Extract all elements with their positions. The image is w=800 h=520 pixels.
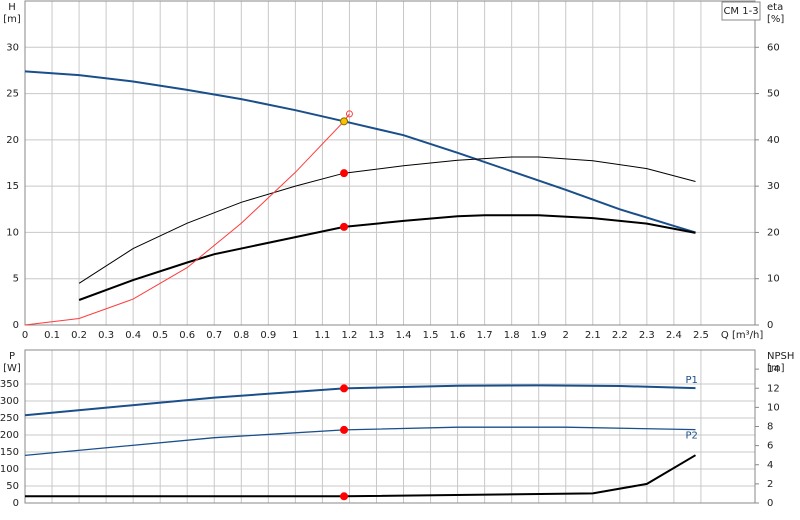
y-axis-label: H — [8, 2, 16, 13]
point-marker — [340, 222, 349, 231]
x-tick-label: 2.2 — [612, 330, 628, 341]
x-tick-label: 0.3 — [98, 330, 114, 341]
x-tick-label: 2.5 — [693, 330, 709, 341]
x-tick-label: 0.7 — [206, 330, 222, 341]
y-tick-label: 200 — [0, 430, 19, 441]
chart-title: CM 1-3 — [723, 6, 758, 17]
x-tick-label: 1.6 — [450, 330, 466, 341]
x-tick-label: 1.5 — [423, 330, 439, 341]
x-tick-label: 2.4 — [666, 330, 682, 341]
point-marker — [345, 110, 353, 118]
y2-tick-label: 10 — [767, 402, 780, 413]
y-tick-label: 350 — [0, 379, 19, 390]
x-tick-label: 0.9 — [260, 330, 276, 341]
x-tick-label: 1.7 — [477, 330, 493, 341]
x-tick-label: 1.9 — [531, 330, 547, 341]
y2-tick-label: 14 — [767, 364, 780, 375]
x-tick-label: 1.1 — [314, 330, 330, 341]
y-tick-label: 10 — [6, 227, 19, 238]
x-tick-label: 2.1 — [585, 330, 601, 341]
point-marker — [340, 492, 349, 501]
x-tick-label: 1.8 — [504, 330, 520, 341]
x-tick-label: 0.1 — [44, 330, 60, 341]
y-tick-label: 20 — [6, 135, 19, 146]
x-tick-label: 1.2 — [341, 330, 357, 341]
point-marker — [340, 169, 349, 178]
y2-tick-label: 30 — [767, 181, 780, 192]
y-tick-label: 30 — [6, 42, 19, 53]
y-tick-label: 25 — [6, 89, 19, 100]
y2-tick-label: 20 — [767, 227, 780, 238]
x-tick-label: 0.2 — [71, 330, 87, 341]
x-tick-label: 2 — [563, 330, 569, 341]
y2-tick-label: 0 — [767, 498, 773, 509]
x-tick-label: 0.6 — [179, 330, 195, 341]
y2-tick-label: 12 — [767, 383, 780, 394]
curve-label: P2 — [686, 431, 698, 442]
y-tick-label: 0 — [13, 498, 19, 509]
x-tick-label: 2.3 — [639, 330, 655, 341]
y2-tick-label: 40 — [767, 135, 780, 146]
y2-tick-label: 6 — [767, 441, 773, 452]
x-tick-label: 0.5 — [152, 330, 168, 341]
x-tick-label: 0.4 — [125, 330, 141, 341]
x-axis-label: Q [m³/h] — [721, 330, 763, 341]
point-marker — [340, 384, 349, 393]
y-tick-label: 15 — [6, 181, 19, 192]
y2-tick-label: 0 — [767, 320, 773, 331]
y-axis-label: P — [9, 351, 15, 362]
x-tick-label: 0.8 — [233, 330, 249, 341]
y-tick-label: 250 — [0, 413, 19, 424]
y2-tick-label: 2 — [767, 479, 773, 490]
curve — [24, 426, 696, 457]
y2-tick-label: 4 — [767, 460, 773, 471]
y2-axis-label: eta — [767, 2, 783, 13]
x-tick-label: 1.4 — [396, 330, 412, 341]
y2-tick-label: 60 — [767, 42, 780, 53]
y-tick-label: 150 — [0, 447, 19, 458]
point-marker — [340, 425, 349, 434]
title-box — [721, 1, 761, 21]
plot-border — [24, 0, 756, 326]
y-tick-label: 50 — [6, 481, 19, 492]
curve — [78, 214, 696, 301]
y2-axis-label: [%] — [767, 14, 784, 25]
y-tick-label: 100 — [0, 464, 19, 475]
y2-tick-label: 10 — [767, 274, 780, 285]
x-tick-label: 0 — [22, 330, 28, 341]
point-marker — [340, 117, 349, 126]
x-tick-label: 1.3 — [369, 330, 385, 341]
curve-label: P1 — [686, 375, 698, 386]
plot-border — [24, 349, 756, 504]
y-axis-label: [W] — [3, 363, 21, 374]
y2-tick-label: 50 — [767, 89, 780, 100]
y-tick-label: 5 — [13, 274, 19, 285]
curve — [25, 454, 697, 498]
y-tick-label: 300 — [0, 396, 19, 407]
curve — [24, 113, 350, 326]
x-tick-label: 1 — [292, 330, 298, 341]
curve — [24, 384, 696, 417]
y2-axis-label: NPSH — [767, 351, 794, 362]
curve — [78, 156, 696, 284]
y2-axis-label: [m] — [767, 363, 785, 374]
y-axis-label: [m] — [3, 14, 21, 25]
y2-tick-label: 8 — [767, 422, 773, 433]
y-tick-label: 0 — [13, 320, 19, 331]
